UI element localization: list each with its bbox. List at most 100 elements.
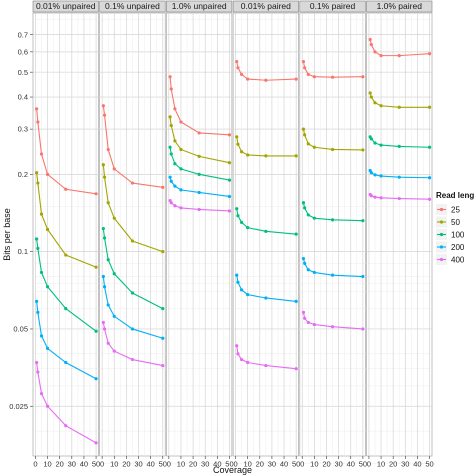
data-point-25 — [101, 104, 105, 108]
x-tick-label: 0 — [367, 460, 371, 469]
data-point-200 — [106, 303, 110, 307]
data-point-400 — [303, 316, 307, 320]
data-point-400 — [161, 363, 165, 368]
data-point-50 — [427, 105, 432, 109]
x-tick-label: 30 — [268, 460, 276, 469]
data-point-100 — [227, 178, 232, 182]
data-point-25 — [294, 77, 298, 81]
facet-strip-label: 0.1% unpaired — [105, 1, 160, 11]
data-point-25 — [94, 192, 98, 196]
data-point-25 — [246, 77, 250, 81]
x-tick-label: 40 — [347, 460, 355, 469]
data-point-200 — [173, 184, 177, 188]
data-point-100 — [36, 246, 40, 250]
data-point-50 — [236, 142, 240, 146]
data-point-200 — [169, 179, 173, 183]
data-point-100 — [168, 145, 172, 149]
data-point-200 — [427, 176, 432, 180]
data-point-400 — [45, 404, 50, 408]
data-point-50 — [161, 250, 165, 254]
facet-strip — [99, 0, 166, 13]
y-tick-label: 0.05 — [13, 325, 28, 334]
facet-panel: 1.0% paired 0 10 20 30 40 50 — [366, 0, 434, 469]
legend-key-point — [439, 220, 444, 224]
x-tick-label: 30 — [334, 460, 342, 469]
data-point-25 — [130, 181, 135, 185]
x-tick-label: 10 — [177, 460, 185, 469]
x-tick-label: 20 — [389, 460, 397, 469]
data-point-100 — [173, 162, 177, 166]
data-point-25 — [179, 120, 183, 124]
data-point-100 — [330, 218, 335, 222]
x-tick-label: 0 — [300, 460, 304, 469]
data-point-200 — [312, 270, 316, 275]
data-point-200 — [397, 175, 401, 179]
data-point-100 — [64, 307, 68, 311]
legend-label: 50 — [451, 218, 460, 227]
data-point-200 — [130, 327, 135, 331]
data-point-50 — [179, 147, 183, 152]
x-tick-label: 30 — [401, 460, 409, 469]
x-tick-label: 10 — [43, 460, 51, 469]
x-tick-label: 50 — [225, 460, 233, 469]
x-tick-label: 50 — [292, 460, 300, 469]
data-point-50 — [294, 154, 298, 158]
data-point-200 — [64, 360, 68, 365]
data-point-25 — [373, 50, 377, 54]
data-point-400 — [106, 341, 110, 345]
data-point-25 — [227, 133, 232, 137]
data-point-25 — [361, 75, 365, 79]
legend-label: 100 — [451, 231, 465, 240]
x-tick-label: 50 — [92, 460, 100, 469]
data-point-400 — [197, 207, 201, 212]
data-point-50 — [239, 150, 244, 154]
data-point-400 — [112, 349, 116, 353]
data-point-25 — [173, 107, 177, 111]
data-point-100 — [169, 152, 173, 156]
data-point-25 — [427, 52, 432, 56]
data-point-400 — [39, 391, 44, 396]
data-point-400 — [173, 204, 177, 208]
x-tick-label: 40 — [413, 460, 421, 469]
data-point-50 — [246, 153, 250, 157]
facet-strip — [32, 0, 99, 13]
data-point-400 — [312, 322, 316, 327]
data-point-200 — [303, 261, 307, 265]
series-line-50 — [36, 172, 97, 268]
data-point-100 — [239, 220, 244, 224]
facet-panel: 1.0% unpaired 0 10 20 30 40 50 — [166, 0, 234, 469]
data-point-100 — [303, 206, 307, 210]
data-point-25 — [161, 185, 165, 189]
legend-label: 200 — [451, 243, 465, 252]
data-point-100 — [130, 291, 135, 295]
facet-strip-label: 1.0% paired — [377, 1, 423, 11]
y-tick-label: 0.4 — [18, 93, 28, 102]
x-tick-label: 30 — [201, 460, 209, 469]
data-point-400 — [246, 360, 250, 365]
data-point-50 — [397, 105, 401, 109]
data-point-200 — [246, 293, 250, 297]
data-point-100 — [294, 232, 298, 236]
data-point-200 — [306, 268, 310, 272]
data-point-200 — [301, 256, 306, 261]
data-point-100 — [246, 226, 250, 230]
data-point-50 — [106, 201, 110, 205]
data-point-100 — [236, 214, 240, 218]
data-point-50 — [379, 104, 383, 108]
x-tick-label: 40 — [213, 460, 221, 469]
data-point-25 — [168, 75, 172, 79]
data-point-50 — [101, 163, 105, 167]
data-point-100 — [161, 307, 165, 311]
data-point-400 — [379, 196, 383, 200]
x-tick-label: 0 — [100, 460, 104, 469]
data-point-200 — [294, 299, 298, 304]
data-point-100 — [112, 272, 116, 276]
data-point-400 — [130, 357, 135, 362]
data-point-200 — [239, 288, 244, 292]
data-point-50 — [112, 216, 116, 220]
data-point-400 — [101, 320, 105, 325]
data-point-400 — [235, 344, 239, 348]
data-point-400 — [294, 367, 298, 371]
x-tick-label: 30 — [134, 460, 142, 469]
data-point-400 — [361, 327, 365, 331]
